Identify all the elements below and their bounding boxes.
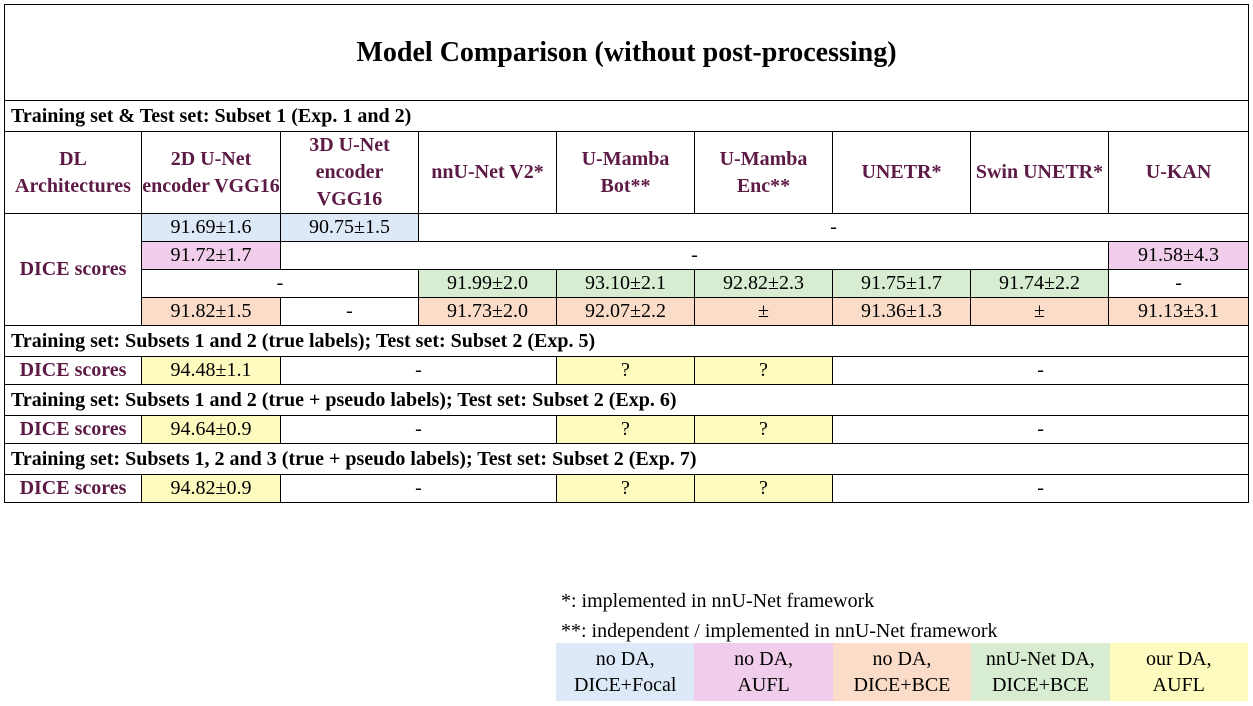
cell-value: 91.13±3.1 <box>1107 297 1250 326</box>
table-title: Model Comparison (without post-processin… <box>3 4 1250 101</box>
cell-value: - <box>831 415 1250 444</box>
dice-scores-label: DICE scores <box>4 474 142 503</box>
header-2d-unet: 2D U-Net encoder VGG16 <box>141 131 281 214</box>
legend-line1: our DA, <box>1146 648 1212 670</box>
cell-value: 91.74±2.2 <box>970 269 1109 298</box>
dice-scores-label: DICE scores <box>4 415 142 444</box>
section-exp7: Training set: Subsets 1, 2 and 3 (true +… <box>3 443 1250 475</box>
legend-item: nnU-Net DA, DICE+BCE <box>971 643 1110 701</box>
cell-value: 91.73±2.0 <box>418 297 557 326</box>
cell-value: - <box>141 269 419 298</box>
cell-value: ? <box>556 474 695 503</box>
cell-value: - <box>417 213 1250 242</box>
color-legend: no DA, DICE+Focal no DA, AUFL no DA, DIC… <box>556 643 1248 701</box>
section-exp5: Training set: Subsets 1 and 2 (true labe… <box>3 325 1250 357</box>
cell-value: 93.10±2.1 <box>556 269 695 298</box>
cell-value: 91.75±1.7 <box>832 269 971 298</box>
comparison-table: Model Comparison (without post-processin… <box>3 4 1250 503</box>
footnotes: *: implemented in nnU-Net framework **: … <box>561 586 998 646</box>
legend-line1: no DA, <box>595 648 655 670</box>
legend-line1: no DA, <box>734 648 794 670</box>
cell-value: 92.07±2.2 <box>556 297 695 326</box>
cell-value: 90.75±1.5 <box>280 213 419 242</box>
dice-scores-label: DICE scores <box>4 356 142 385</box>
cell-value: ? <box>556 415 695 444</box>
cell-value: - <box>280 241 1109 270</box>
cell-value: ? <box>694 415 833 444</box>
legend-item: no DA, AUFL <box>694 643 833 701</box>
dice-scores-label: DICE scores <box>4 213 142 326</box>
cell-value: - <box>831 474 1250 503</box>
cell-value: - <box>831 356 1250 385</box>
header-unetr: UNETR* <box>832 131 971 214</box>
cell-value: - <box>1107 269 1250 298</box>
cell-value: 91.58±4.3 <box>1107 241 1250 270</box>
cell-value: ? <box>694 474 833 503</box>
header-nnunet-v2: nnU-Net V2* <box>418 131 557 214</box>
legend-item: no DA, DICE+Focal <box>556 643 695 701</box>
header-dl-architectures: DL Architectures <box>4 131 142 214</box>
cell-value: - <box>280 415 557 444</box>
cell-value: - <box>280 356 557 385</box>
header-ukan: U-KAN <box>1107 131 1250 214</box>
header-umamba-enc: U-Mamba Enc** <box>694 131 833 214</box>
cell-value: ± <box>694 297 833 326</box>
legend-line2: DICE+BCE <box>853 674 951 696</box>
cell-value: 91.36±1.3 <box>832 297 971 326</box>
legend-item: our DA, AUFL <box>1109 643 1248 701</box>
cell-value: 92.82±2.3 <box>694 269 833 298</box>
cell-value: ± <box>970 297 1109 326</box>
legend-line2: AUFL <box>737 674 790 696</box>
cell-value: ? <box>556 356 695 385</box>
cell-value: ? <box>694 356 833 385</box>
section-exp6: Training set: Subsets 1 and 2 (true + ps… <box>3 384 1250 416</box>
legend-line2: DICE+BCE <box>991 674 1089 696</box>
legend-item: no DA, DICE+BCE <box>832 643 972 701</box>
header-umamba-bot: U-Mamba Bot** <box>556 131 695 214</box>
cell-value: 94.82±0.9 <box>141 474 281 503</box>
header-swin-unetr: Swin UNETR* <box>970 131 1109 214</box>
cell-value: - <box>280 297 419 326</box>
cell-value: 94.64±0.9 <box>141 415 281 444</box>
cell-value: - <box>280 474 557 503</box>
cell-value: 91.72±1.7 <box>141 241 281 270</box>
header-3d-unet: 3D U-Net encoder VGG16 <box>280 131 419 214</box>
legend-line2: DICE+Focal <box>574 674 677 696</box>
cell-value: 91.82±1.5 <box>141 297 281 326</box>
legend-line1: no DA, <box>872 648 932 670</box>
footnote-single-star: *: implemented in nnU-Net framework <box>561 590 875 612</box>
cell-value: 91.99±2.0 <box>418 269 557 298</box>
legend-line1: nnU-Net DA, <box>985 648 1095 670</box>
footnote-double-star: **: independent / implemented in nnU-Net… <box>561 620 998 642</box>
cell-value: 91.69±1.6 <box>141 213 281 242</box>
cell-value: 94.48±1.1 <box>141 356 281 385</box>
legend-line2: AUFL <box>1152 674 1205 696</box>
section-exp1-2: Training set & Test set: Subset 1 (Exp. … <box>3 100 1250 132</box>
